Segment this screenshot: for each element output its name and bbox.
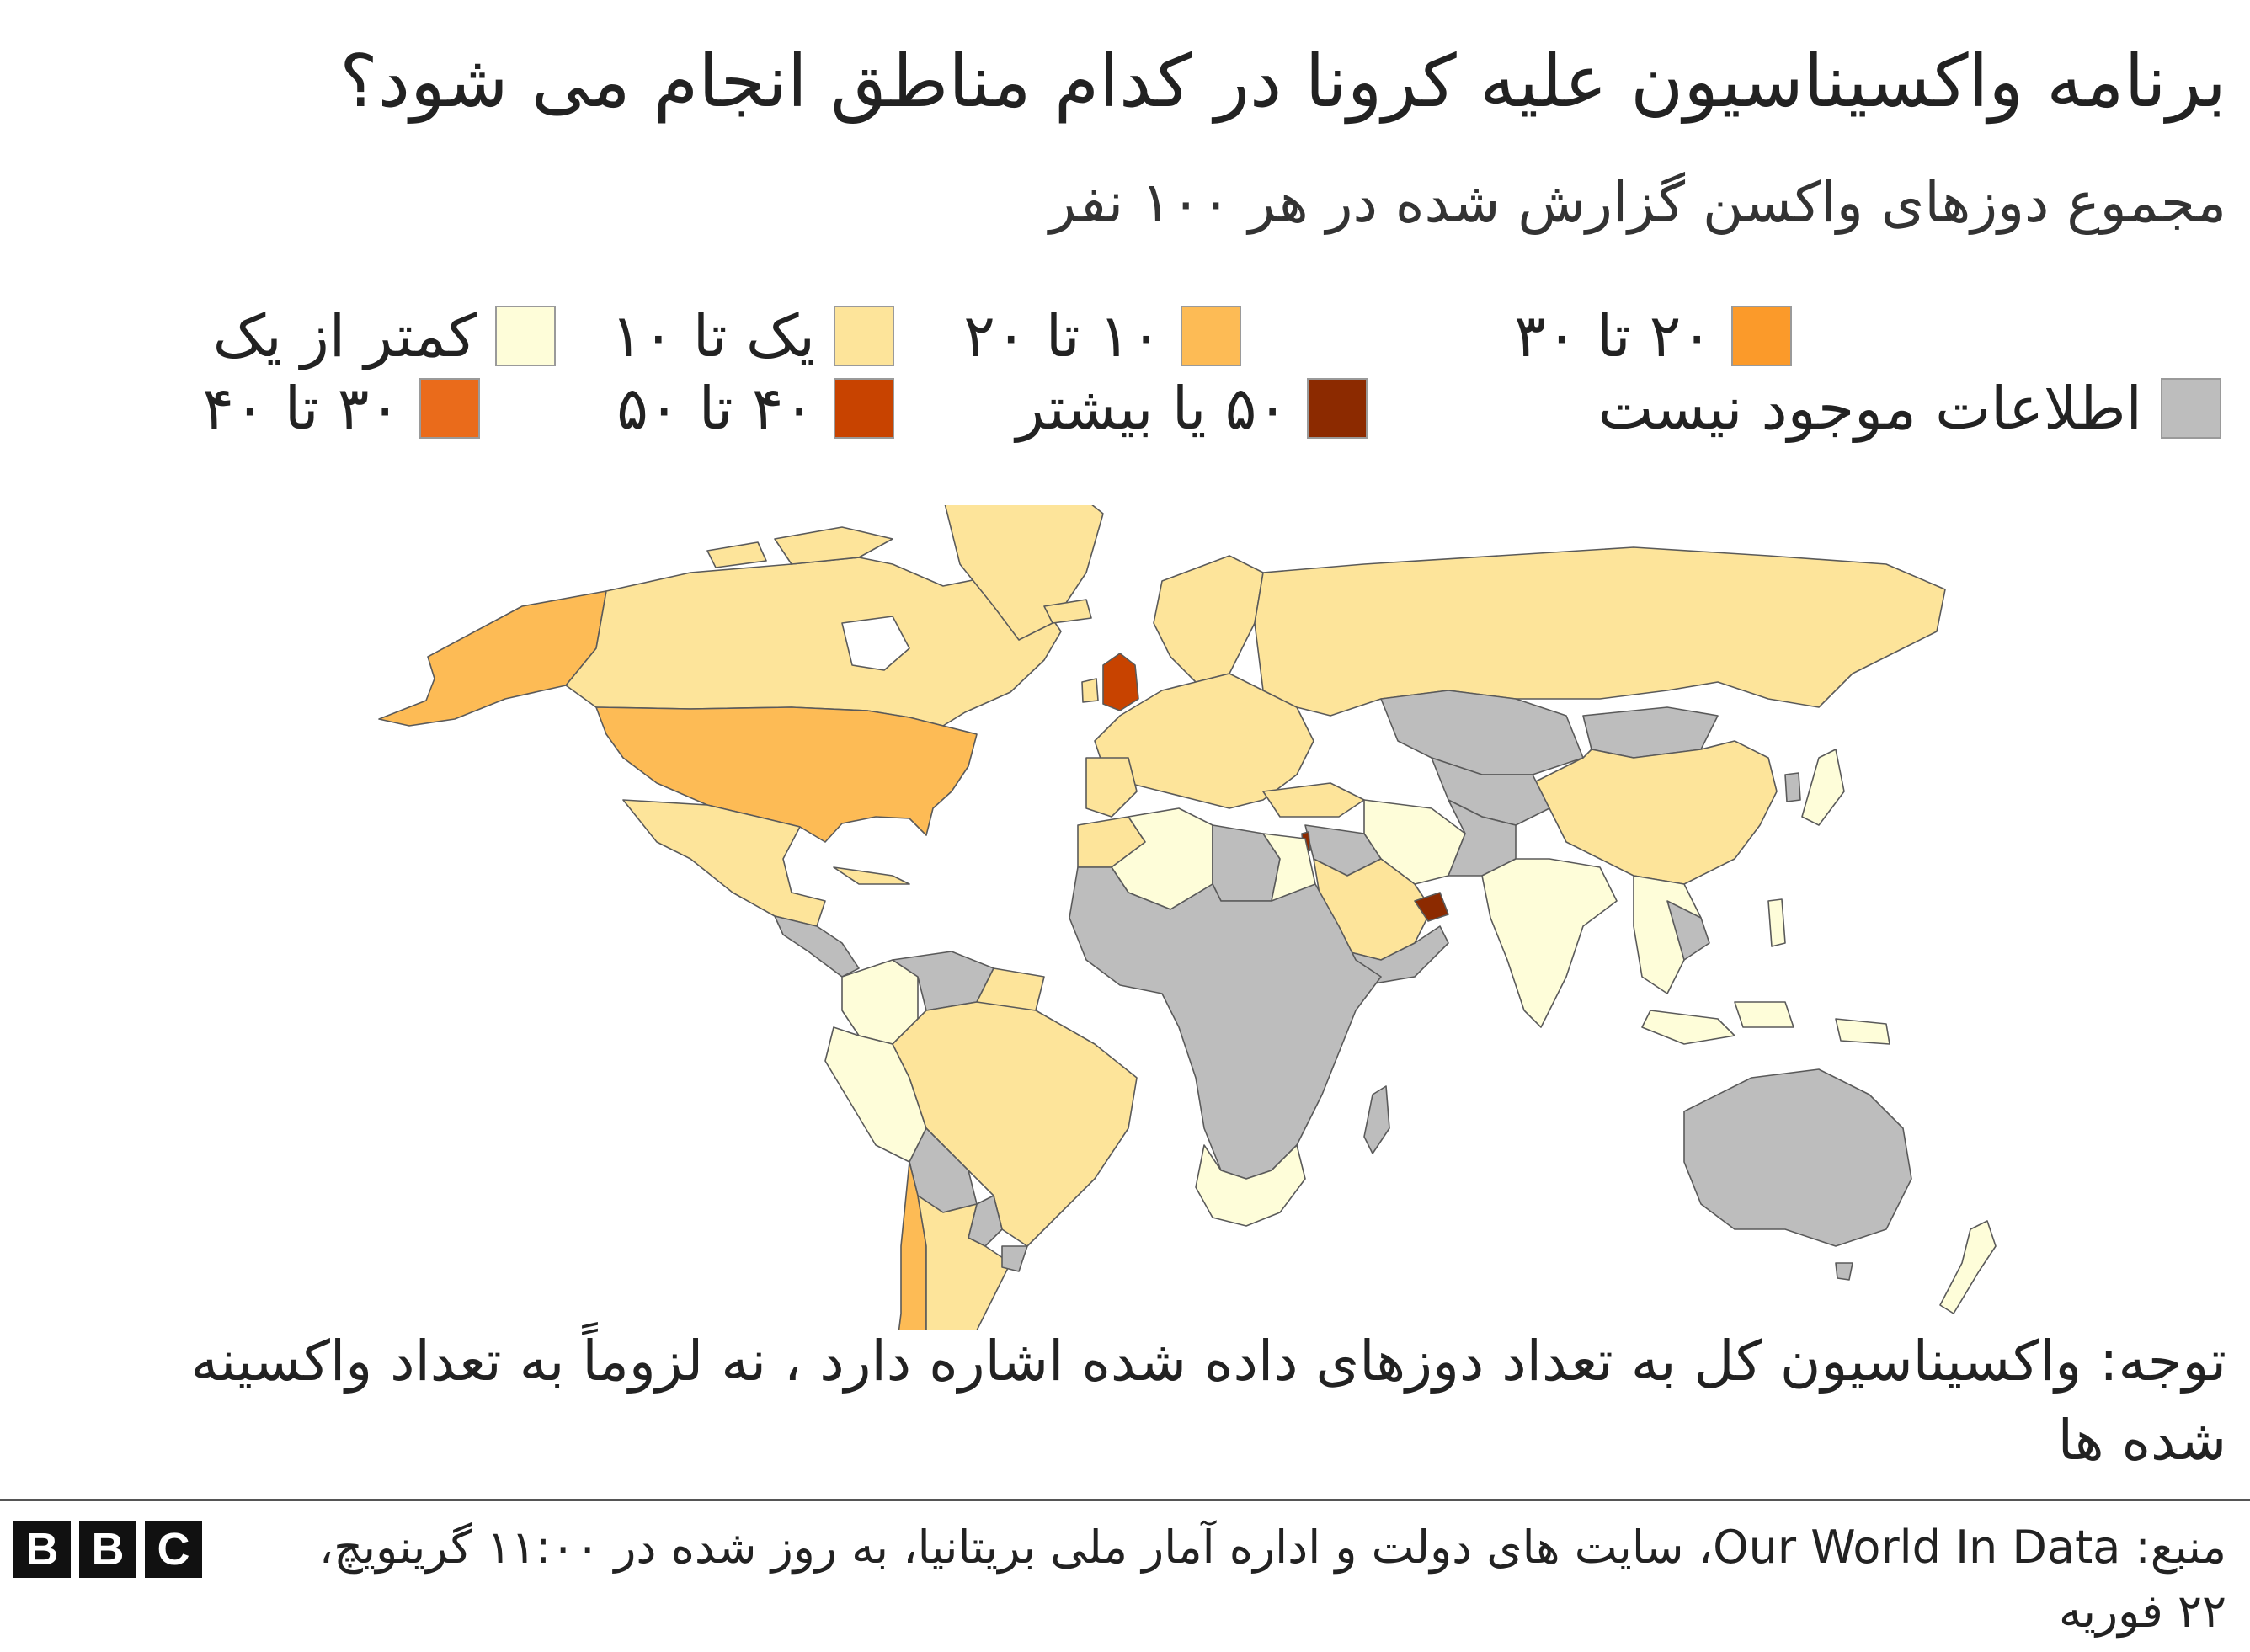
bbc-logo-letter-3: C (145, 1521, 202, 1578)
region-indonesia-2 (1734, 1001, 1794, 1028)
legend-item-40-50: ۴۰ تا ۵۰ (608, 374, 894, 443)
region-indonesia (1641, 1010, 1735, 1045)
legend-label-40-50: ۴۰ تا ۵۰ (616, 374, 815, 443)
legend-item-lt1: کمتر از یک (177, 301, 556, 370)
legend-item-10-20: ۱۰ تا ۲۰ (963, 302, 1241, 370)
region-new-zealand (1939, 1220, 1997, 1314)
legend-item-50plus: ۵۰ یا بیشتر (972, 374, 1368, 443)
legend-swatch-40-50 (834, 378, 894, 439)
region-mexico (622, 799, 826, 927)
region-india (1481, 858, 1618, 1028)
region-uae (1414, 892, 1449, 922)
source-text: منبع: Our World In Data، سایت های دولت و… (318, 1521, 2226, 1638)
legend-label-20-30: ۲۰ تا ۳۰ (1514, 301, 1713, 370)
bbc-logo: B B C (13, 1521, 202, 1578)
region-south-africa (1195, 1144, 1306, 1227)
chart-title: برنامه واکسیناسیون علیه کرونا در کدام من… (339, 40, 2226, 124)
region-russia (1254, 546, 1946, 717)
region-hudson-bay (841, 616, 910, 671)
divider (0, 1499, 2250, 1501)
bbc-logo-letter-1: B (13, 1521, 71, 1578)
region-china (1532, 740, 1778, 885)
legend-swatch-nodata (2161, 378, 2221, 439)
region-alaska (378, 590, 607, 727)
legend-item-30-40: ۳۰ تا ۴۰ (177, 374, 480, 443)
legend-swatch-20-30 (1731, 306, 1792, 366)
region-australia (1683, 1068, 1912, 1247)
region-png (1835, 1018, 1890, 1045)
legend: کمتر از یک یک تا ۱۰ ۱۰ تا ۲۰ ۲۰ تا ۳۰ ۳۰… (0, 0, 2250, 472)
region-cuba (833, 866, 910, 885)
legend-label-10-20: ۱۰ تا ۲۰ (963, 301, 1162, 370)
legend-swatch-lt1 (495, 306, 556, 366)
region-turkey (1262, 782, 1365, 818)
chart-subtitle: مجموع دوزهای واکسن گزارش شده در هر ۱۰۰ ن… (1048, 170, 2226, 235)
region-se-asia (1633, 875, 1702, 994)
legend-label-30-40: ۳۰ تا ۴۰ (202, 374, 401, 443)
legend-label-50plus: ۵۰ یا بیشتر (1016, 374, 1288, 443)
region-argentina (917, 1195, 1011, 1330)
region-scandinavia (1153, 555, 1264, 683)
legend-label-nodata: اطلاعات موجود نیست (1597, 374, 2142, 443)
region-korea (1784, 772, 1801, 802)
region-iceland (1043, 599, 1092, 624)
region-madagascar (1363, 1085, 1390, 1154)
region-usa (595, 706, 978, 843)
region-se-asia-gray (1666, 900, 1710, 961)
region-iberia (1085, 757, 1138, 818)
footnote: توجه: واکسیناسیون کل به تعداد دوزهای داد… (190, 1329, 2226, 1473)
legend-item-nodata: اطلاعات موجود نیست (1497, 374, 2221, 443)
region-tasmania (1835, 1262, 1853, 1281)
legend-swatch-30-40 (419, 378, 480, 439)
region-uruguay (1001, 1245, 1028, 1272)
region-sub-saharan (1069, 866, 1382, 1180)
region-brazil (892, 1001, 1138, 1247)
region-philippines (1767, 898, 1786, 947)
region-central-america (774, 915, 860, 978)
legend-swatch-50plus (1307, 378, 1368, 439)
legend-swatch-1-10 (834, 306, 894, 366)
legend-label-1-10: یک تا ۱۰ (610, 301, 815, 370)
bbc-logo-letter-2: B (79, 1521, 136, 1578)
legend-label-lt1: کمتر از یک (212, 301, 477, 370)
region-japan (1801, 749, 1845, 826)
world-map (378, 505, 1997, 1330)
region-uk (1102, 653, 1139, 711)
region-arctic-islands-2 (706, 541, 767, 568)
legend-item-1-10: یک تا ۱۰ (608, 301, 894, 370)
legend-item-20-30: ۲۰ تا ۳۰ (1497, 301, 1792, 370)
region-arctic-islands (774, 526, 893, 565)
region-kazakhstan (1380, 690, 1584, 775)
legend-swatch-10-20 (1181, 306, 1241, 366)
region-ireland (1081, 678, 1099, 703)
